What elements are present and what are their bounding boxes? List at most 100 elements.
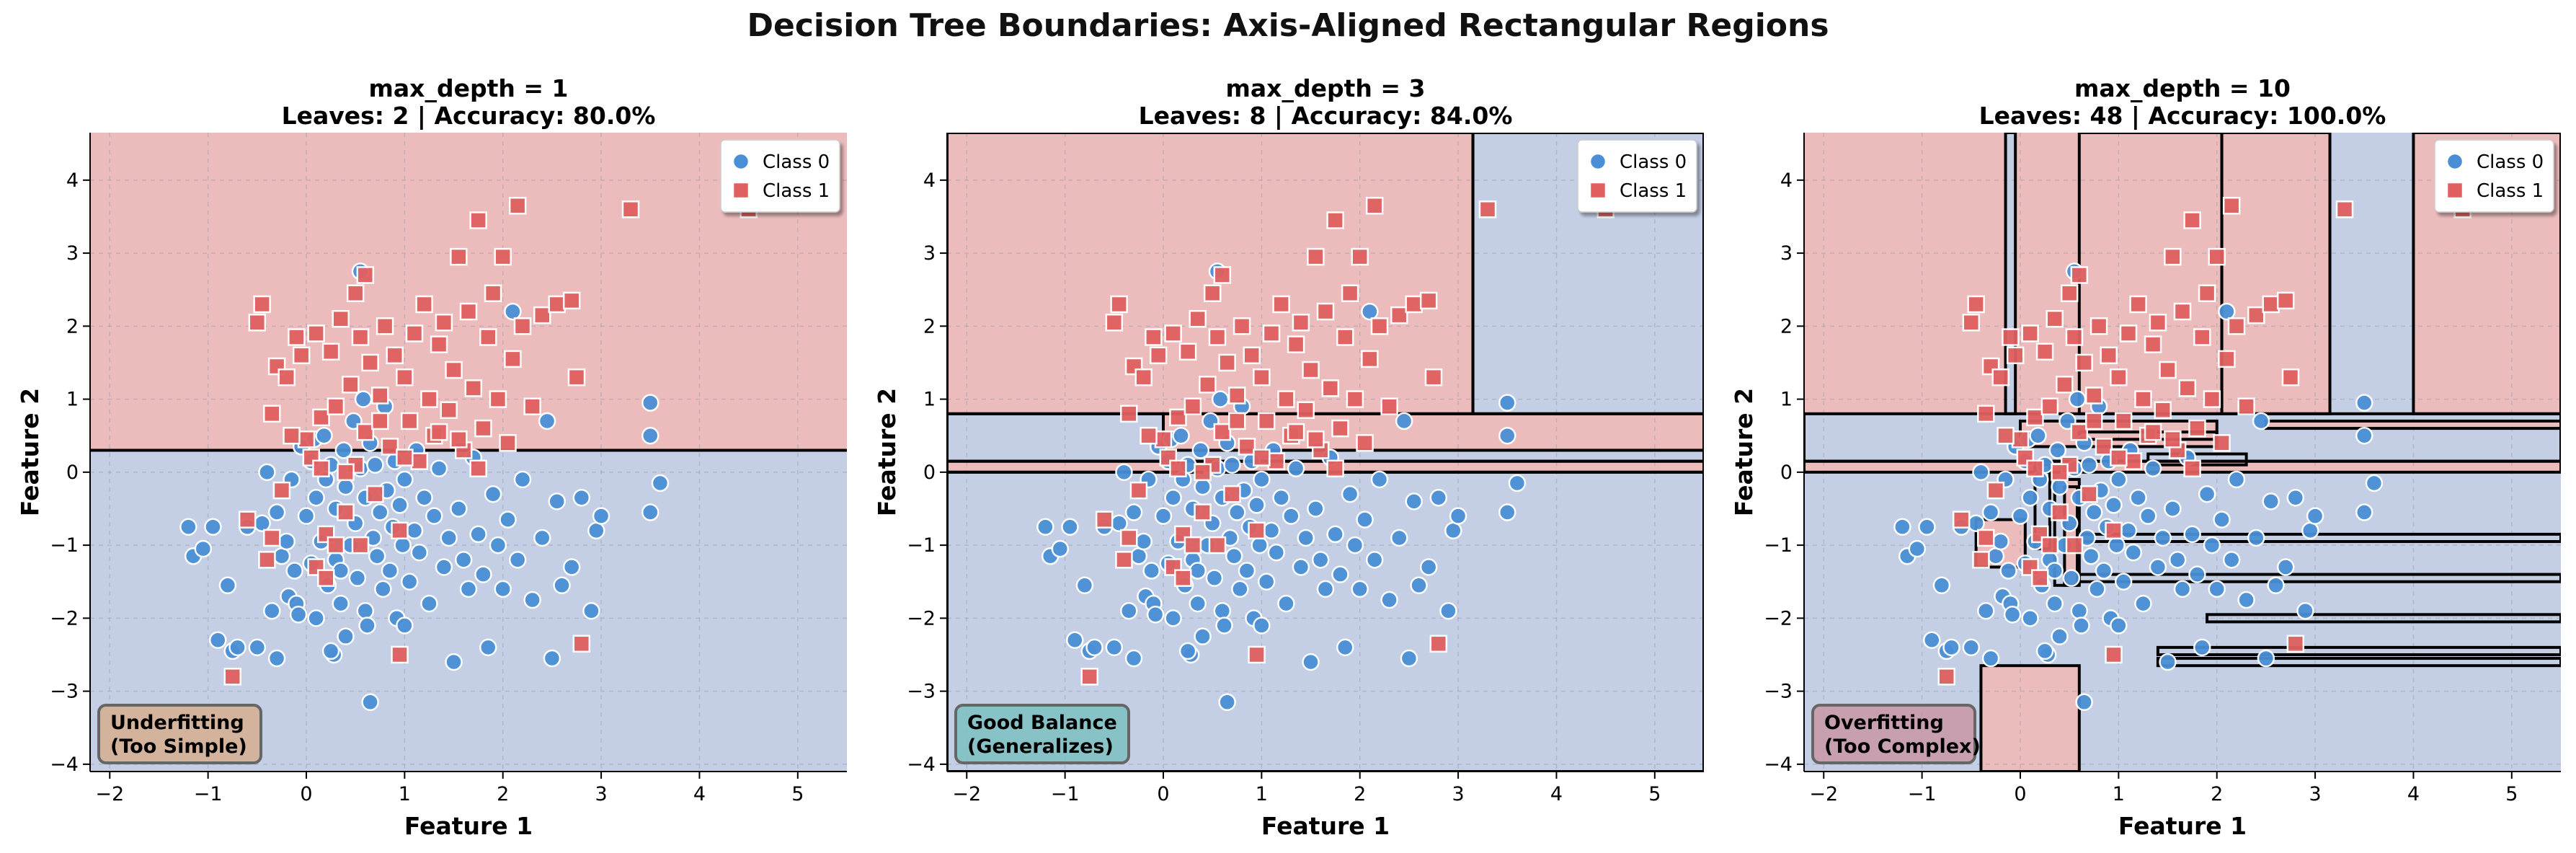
class0-point — [1257, 573, 1276, 591]
class1-point — [1277, 390, 1295, 408]
class0-point — [1238, 562, 1256, 580]
class0-point — [1253, 616, 1271, 635]
class0-point — [587, 521, 605, 540]
y-tick-label: 3 — [1780, 242, 1793, 265]
class0-point — [474, 565, 492, 583]
class0-point — [1287, 459, 1305, 478]
class1-point — [2046, 309, 2064, 328]
class0-point — [374, 580, 392, 598]
class1-point — [1189, 309, 1207, 328]
class0-point — [435, 558, 453, 576]
class1-point — [2056, 376, 2074, 394]
class0-point — [1390, 529, 1408, 547]
class1-point — [1962, 314, 1981, 332]
chart-title-line1: max_depth = 3 — [1226, 74, 1426, 102]
class0-point — [1999, 562, 2017, 580]
class0-point — [1498, 426, 1516, 445]
class1-point — [2227, 317, 2246, 335]
class0-point — [2296, 601, 2314, 620]
decision-region — [1981, 666, 2079, 772]
y-tick-label: −1 — [50, 534, 79, 557]
class0-point — [285, 562, 303, 580]
class0-point — [582, 601, 600, 620]
class0-point — [1991, 532, 2009, 551]
class1-point — [2149, 314, 2167, 332]
class0-point — [2124, 543, 2143, 562]
class0-point — [1218, 693, 1236, 712]
class1-point — [469, 459, 487, 478]
class0-point — [1075, 576, 1094, 595]
class1-point — [337, 503, 355, 521]
x-tick-label: 5 — [791, 783, 804, 805]
class0-point — [1498, 394, 1516, 412]
class1-point — [1243, 346, 1261, 365]
x-tick-label: 0 — [1157, 783, 1169, 805]
class1-point — [1253, 448, 1271, 467]
y-tick-label: 1 — [66, 389, 79, 411]
class1-point — [1154, 430, 1173, 448]
class0-point — [2070, 601, 2089, 620]
class0-point — [1361, 302, 1379, 321]
class1-point — [263, 529, 281, 547]
class1-point — [371, 412, 389, 430]
class1-point — [2114, 412, 2133, 430]
class1-point — [386, 346, 404, 365]
class0-point — [2183, 525, 2201, 544]
chart-panel-1: −2 −1 0 1 2 3 4 5 −4 −3 −2 −1 0 1 2 3 4 Feature 1 Feature … — [16, 74, 847, 840]
class1-point — [1302, 361, 1320, 379]
x-tick-label: 0 — [2014, 783, 2026, 805]
class0-point — [2088, 580, 2106, 598]
class0-point — [204, 518, 222, 536]
class0-point — [1251, 536, 1269, 554]
class0-point — [297, 507, 316, 525]
class1-point — [523, 397, 541, 415]
class1-point — [356, 423, 375, 441]
class1-point — [1986, 481, 2005, 500]
class0-point — [371, 503, 389, 521]
class0-point — [2198, 485, 2216, 503]
class0-point — [1134, 532, 1152, 551]
y-tick-label: −3 — [50, 681, 79, 703]
class0-point — [1893, 518, 1911, 536]
y-tick-label: 0 — [923, 461, 936, 484]
class0-point — [361, 693, 379, 712]
class0-point — [1178, 642, 1197, 660]
y-tick-label: 2 — [66, 315, 79, 337]
x-tick-label: 4 — [693, 783, 706, 805]
chart-title-line1: max_depth = 10 — [2074, 74, 2291, 102]
class1-point — [2124, 452, 2143, 470]
class0-point — [1410, 576, 1428, 595]
class0-point — [209, 631, 227, 649]
class1-point — [1952, 511, 1971, 529]
class0-point — [479, 638, 497, 657]
class0-point — [218, 576, 237, 595]
class0-point — [2213, 511, 2231, 529]
class1-point — [253, 295, 271, 314]
y-tick-label: 1 — [1780, 389, 1793, 411]
class0-point — [430, 459, 448, 478]
class1-point — [396, 448, 414, 467]
x-tick-label: 0 — [300, 783, 312, 805]
class0-point — [1110, 514, 1128, 532]
class1-point — [2281, 368, 2300, 386]
x-tick-label: 5 — [2505, 783, 2518, 805]
class0-point — [415, 489, 433, 507]
class0-point — [1164, 489, 1182, 507]
class1-point — [1218, 353, 1236, 372]
class0-point — [592, 507, 610, 525]
legend-box — [720, 139, 840, 213]
class0-point — [1262, 521, 1281, 540]
class1-point — [1997, 426, 2015, 445]
class1-point — [410, 452, 429, 470]
class0-point — [450, 500, 468, 518]
x-tick-label: 1 — [399, 783, 411, 805]
class0-point — [1331, 565, 1349, 583]
class1-point — [1213, 266, 1232, 284]
decision-region — [1163, 450, 1704, 461]
class0-point — [307, 489, 325, 507]
class1-point — [1419, 291, 1438, 310]
x-tick-label: 3 — [595, 783, 607, 805]
y-tick-label: 4 — [1780, 169, 1793, 192]
class0-point — [1231, 580, 1249, 598]
decision-region — [1804, 133, 2006, 414]
